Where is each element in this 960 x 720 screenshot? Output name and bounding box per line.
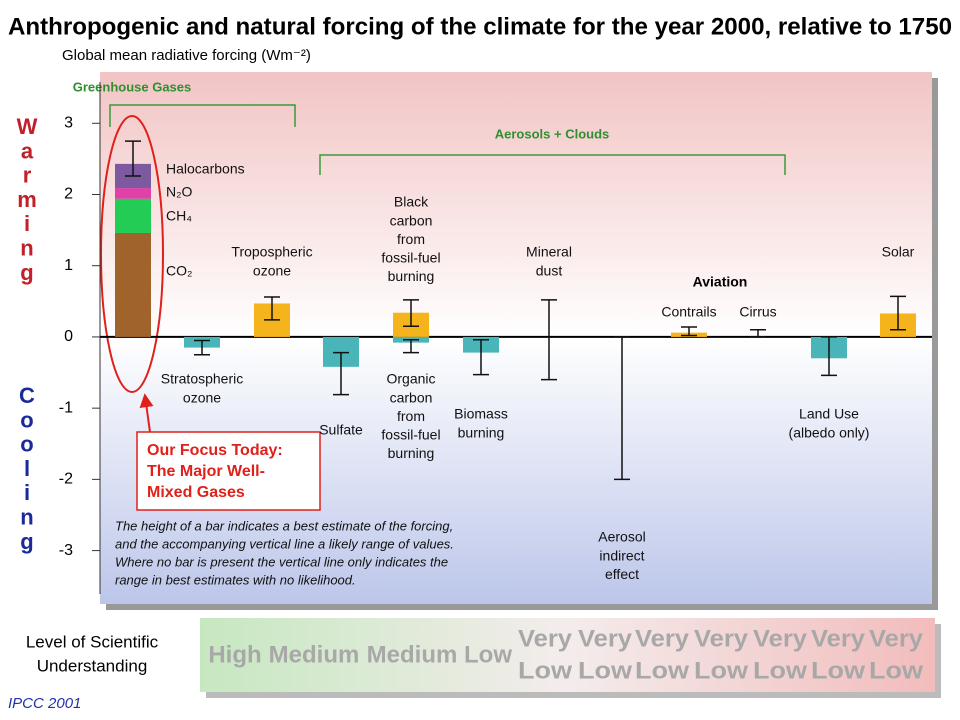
segment-label: N₂O: [166, 184, 193, 200]
bar-label: Biomass: [454, 406, 508, 422]
losu-level: Low: [811, 657, 865, 684]
chart-title: Anthropogenic and natural forcing of the…: [8, 13, 952, 40]
y-tick-label: -3: [59, 542, 73, 559]
bar-label: from: [397, 231, 425, 247]
focus-note: Our Focus Today:: [147, 442, 283, 459]
losu-box: [200, 618, 935, 692]
y-tick-label: -2: [59, 471, 73, 488]
bracket: [319, 154, 786, 175]
error-bar: [821, 336, 837, 377]
bar-label: Land Use: [799, 406, 859, 422]
bar-segment: [115, 232, 151, 337]
losu-level: Medium: [367, 641, 458, 668]
losu-level: Low: [464, 641, 512, 668]
bar-label: Stratospheric: [161, 371, 243, 387]
bar-label: from: [397, 408, 425, 424]
bar-label: burning: [458, 424, 505, 440]
losu-level: Very: [635, 625, 690, 652]
note: and the accompanying vertical line a lik…: [115, 536, 454, 551]
y-tick-label: 2: [64, 186, 73, 203]
note: Where no bar is present the vertical lin…: [115, 554, 448, 569]
bar-label: fossil-fuel: [381, 427, 440, 443]
bar-label: Sulfate: [319, 422, 363, 438]
losu-level: Low: [518, 657, 572, 684]
losu-level: Low: [694, 657, 748, 684]
losu-level: Very: [869, 625, 924, 652]
bar-label: (albedo only): [789, 424, 870, 440]
bar-label: dust: [536, 262, 563, 278]
losu-title: Level of Scientific: [26, 632, 159, 651]
bar-label: ozone: [183, 389, 221, 405]
losu-level: High: [208, 641, 261, 668]
bar-label: carbon: [390, 212, 433, 228]
bar-label: Tropospheric: [231, 244, 312, 260]
losu-level: Very: [811, 625, 866, 652]
segment-label: CH₄: [166, 208, 192, 224]
bar-label: burning: [388, 445, 435, 461]
bar-label: Aerosol: [598, 529, 645, 545]
losu-level: Low: [869, 657, 923, 684]
error-bar: [194, 339, 210, 356]
losu-level: Very: [518, 625, 573, 652]
y-tick-label: 3: [64, 114, 73, 131]
focus-note: The Major Well-: [147, 463, 265, 480]
losu-level: Very: [753, 625, 808, 652]
note: range in best estimates with no likeliho…: [115, 572, 356, 587]
bar-segment: [115, 188, 151, 199]
error-bar: [681, 326, 697, 337]
losu-level: Very: [694, 625, 749, 652]
error-bar: [403, 299, 419, 327]
error-bar: [750, 329, 766, 338]
focus-ellipse: [100, 115, 164, 393]
y-tick-label: -1: [59, 399, 73, 416]
error-bar: [333, 351, 349, 396]
losu-level: Very: [578, 625, 633, 652]
bar-label: carbon: [390, 389, 433, 405]
source: IPCC 2001: [8, 695, 81, 712]
group-label: Aerosols + Clouds: [495, 126, 610, 141]
focus-box: [136, 431, 321, 511]
y-axis-title: Global mean radiative forcing (Wm⁻²): [62, 47, 311, 64]
error-bar: [264, 296, 280, 321]
error-bar: [541, 299, 557, 381]
losu-level: Medium: [269, 641, 360, 668]
bar-label: Black: [394, 194, 429, 210]
segment-label: CO₂: [166, 263, 192, 279]
bar-label: ozone: [253, 262, 291, 278]
bar-label: Organic: [386, 371, 435, 387]
losu-title: Understanding: [37, 656, 148, 675]
bar-label: effect: [605, 566, 639, 582]
group-label: Aviation: [693, 274, 748, 290]
error-bar: [890, 295, 906, 331]
losu-level: Low: [753, 657, 807, 684]
y-tick-label: 1: [64, 257, 73, 274]
focus-arrow: [139, 393, 154, 433]
bar-label: Mineral: [526, 244, 572, 260]
error-bar: [614, 336, 630, 481]
error-bar: [473, 339, 489, 376]
losu-level: Low: [635, 657, 689, 684]
bar-label: indirect: [599, 547, 644, 563]
bar-label: Contrails: [661, 304, 716, 320]
y-tick-label: 0: [64, 328, 73, 345]
bar-segment: [115, 198, 151, 233]
error-bar: [125, 140, 141, 177]
group-label: Greenhouse Gases: [73, 79, 192, 94]
plot-area: [100, 72, 932, 604]
error-bar: [403, 339, 419, 354]
bar-label: burning: [388, 268, 435, 284]
bar-label: fossil-fuel: [381, 250, 440, 266]
focus-note: Mixed Gases: [147, 484, 245, 501]
bar-label: Cirrus: [739, 304, 776, 320]
note: The height of a bar indicates a best est…: [115, 518, 453, 533]
bar-label: Solar: [882, 244, 915, 260]
losu-level: Low: [578, 657, 632, 684]
bracket: [109, 104, 296, 127]
segment-label: Halocarbons: [166, 161, 245, 177]
